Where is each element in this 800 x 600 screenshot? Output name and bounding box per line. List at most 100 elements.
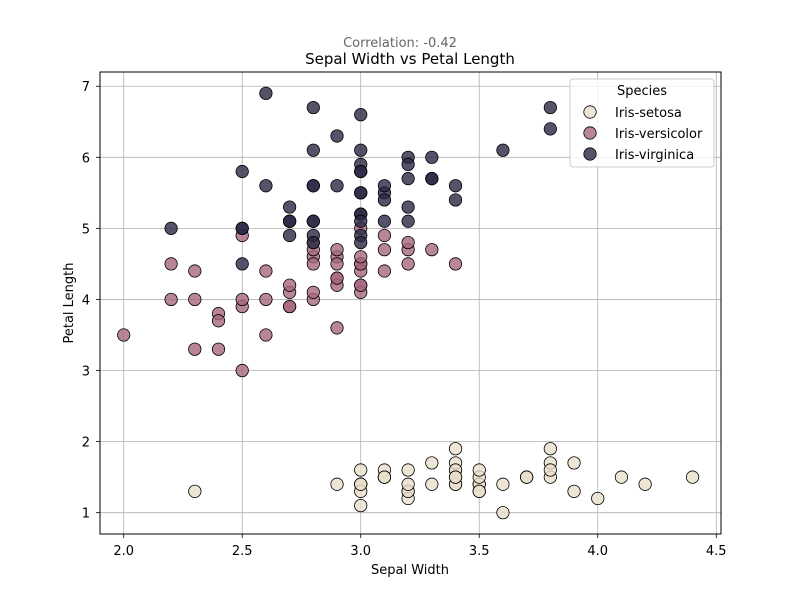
scatter-point [567,456,581,470]
scatter-point [354,108,368,122]
scatter-point [638,477,652,491]
scatter-point [354,186,368,200]
scatter-point [401,257,415,271]
scatter-point [235,363,249,378]
y-axis-label: Petal Length [62,262,77,343]
scatter-point [164,257,178,271]
x-tick-label: 3.5 [469,544,490,559]
scatter-point [354,164,368,179]
scatter-point [685,470,700,484]
chart-title: Sepal Width vs Petal Length [305,50,515,68]
scatter-point [496,506,510,520]
scatter-point [354,498,368,513]
x-tick-label: 4.5 [706,544,727,559]
x-axis-label: Sepal Width [371,563,449,578]
scatter-point [472,463,486,477]
y-tick-label: 4 [82,293,90,308]
legend-label: Iris-versicolor [615,127,703,142]
scatter-point [425,172,439,186]
scatter-point [591,491,605,506]
scatter-point [306,100,320,115]
scatter-point [401,235,415,250]
scatter-point [448,179,463,193]
scatter-point [448,470,463,484]
legend-marker [583,126,597,140]
scatter-point [472,484,486,498]
scatter-point [543,122,557,136]
scatter-point [377,470,392,484]
scatter-point [306,257,320,271]
legend-title: Species [617,84,667,99]
scatter-point [401,463,415,477]
scatter-point [377,228,392,243]
chart-subtitle: Correlation: -0.42 [343,36,457,51]
scatter-point [425,243,439,257]
scatter-point [211,314,226,328]
scatter-point [306,285,320,299]
scatter-point [354,477,368,491]
data-points [117,86,700,520]
scatter-point [354,235,368,250]
scatter-point [283,228,297,243]
scatter-point [401,157,415,171]
axis-ticks: 2.0 2.5 3.0 3.5 4.0 4.5 1 2 3 4 5 6 7 [82,80,727,559]
y-tick-label: 7 [82,80,90,95]
scatter-point [259,179,273,193]
scatter-point [377,243,392,257]
scatter-point [306,214,320,228]
scatter-point [330,257,344,271]
scatter-point [117,328,131,342]
scatter-point [496,477,510,491]
scatter-point [354,250,368,264]
scatter-point [188,342,202,356]
legend-marker [583,147,597,161]
scatter-point [567,484,581,498]
y-tick-label: 6 [82,151,90,166]
scatter-point [354,463,368,477]
legend-box [569,78,715,168]
scatter-point [354,278,368,292]
scatter-point [543,463,557,477]
scatter-point [330,179,344,193]
scatter-point [259,292,273,307]
scatter-point [354,143,368,157]
legend-marker [583,105,597,119]
scatter-point [188,292,202,307]
legend: Species Iris-setosa Iris-versicolor Iris-v… [569,78,715,168]
scatter-point [614,470,629,484]
scatter-point [188,264,202,278]
scatter-point [401,477,415,491]
scatter-point [543,442,557,456]
legend-label: Iris-virginica [615,148,694,163]
scatter-point [259,264,273,278]
scatter-point [283,299,297,314]
scatter-point [235,164,249,179]
scatter-point [425,150,439,164]
scatter-point [164,292,178,307]
scatter-point [235,221,249,235]
scatter-point [283,214,297,228]
scatter-point [377,264,392,278]
scatter-point [520,470,534,484]
scatter-point [188,484,202,498]
scatter-point [306,143,320,157]
scatter-point [401,214,415,228]
scatter-point [259,86,273,100]
x-tick-label: 2.0 [113,544,134,559]
scatter-point [448,257,463,271]
scatter-point [377,179,392,193]
scatter-point [330,271,344,285]
y-tick-label: 2 [82,436,90,451]
x-tick-label: 2.5 [232,544,253,559]
scatter-point [401,200,415,214]
y-tick-label: 3 [82,365,90,380]
scatter-point [330,243,344,257]
scatter-point [283,200,297,214]
scatter-point [496,143,510,157]
scatter-point [306,179,320,193]
scatter-point [401,172,415,186]
scatter-point [235,257,249,271]
scatter-point [211,342,226,356]
scatter-point [283,278,297,292]
